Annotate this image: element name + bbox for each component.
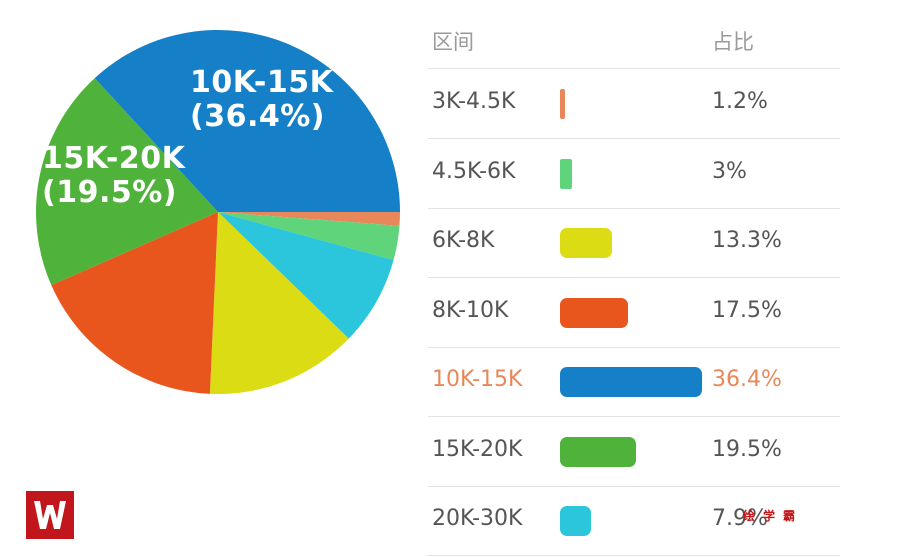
row-bar — [560, 367, 702, 397]
table-row: 8K-10K 17.5% — [428, 278, 840, 348]
row-range: 3K-4.5K — [432, 89, 516, 114]
pie-slice — [209, 212, 349, 394]
row-bar — [560, 297, 629, 328]
pie-chart — [35, 29, 401, 394]
pie-label-pct: (19.5%) — [42, 175, 177, 210]
row-range: 20K-30K — [432, 506, 523, 531]
row-range: 10K-15K — [432, 367, 523, 392]
pie-label-pct: (36.4%) — [190, 99, 325, 134]
table-row: 15K-20K 19.5% — [428, 417, 840, 487]
pie-slice — [218, 212, 400, 261]
row-bar — [560, 436, 637, 467]
row-range: 8K-10K — [432, 297, 509, 323]
pie-label-10k-15k: 10K-15K (36.4%) — [190, 66, 333, 134]
table-row: 6K-8K 13.3% — [428, 208, 840, 278]
row-bar — [560, 158, 572, 189]
pie-label-range: 10K-15K — [190, 65, 334, 100]
pie-label-range: 15K-20K — [42, 141, 186, 176]
row-bar — [560, 506, 591, 536]
row-pct: 36.4% — [712, 367, 782, 392]
row-range: 15K-20K — [432, 436, 523, 462]
table-row: 3K-4.5K 1.2% — [428, 69, 840, 139]
watermark: 绘学霸 — [743, 509, 804, 523]
pie-slice — [218, 212, 394, 339]
header-range: 区间 — [432, 30, 474, 54]
row-bar — [560, 228, 612, 258]
pie-slice — [35, 78, 218, 286]
table-row: 10K-15K 36.4% — [428, 347, 840, 417]
pie-slice — [94, 29, 401, 212]
row-bar — [560, 89, 565, 119]
pie-slice — [51, 212, 218, 394]
row-pct: 7.9% — [712, 506, 768, 531]
table-header: 区间 占比 — [428, 22, 840, 69]
row-range: 6K-8K — [432, 228, 495, 253]
pie-label-15k-20k: 15K-20K (19.5%) — [42, 142, 185, 210]
row-pct: 17.5% — [712, 297, 782, 323]
table-row: 4.5K-6K 3% — [428, 139, 840, 209]
table-row: 20K-30K 7.9% — [428, 486, 840, 556]
row-range: 4.5K-6K — [432, 158, 516, 184]
row-pct: 3% — [712, 158, 747, 184]
w-logo-icon — [26, 491, 74, 539]
row-pct: 19.5% — [712, 436, 782, 462]
pie-slice — [218, 212, 400, 226]
header-share: 占比 — [712, 30, 754, 54]
row-pct: 1.2% — [712, 89, 768, 114]
row-pct: 13.3% — [712, 228, 782, 253]
